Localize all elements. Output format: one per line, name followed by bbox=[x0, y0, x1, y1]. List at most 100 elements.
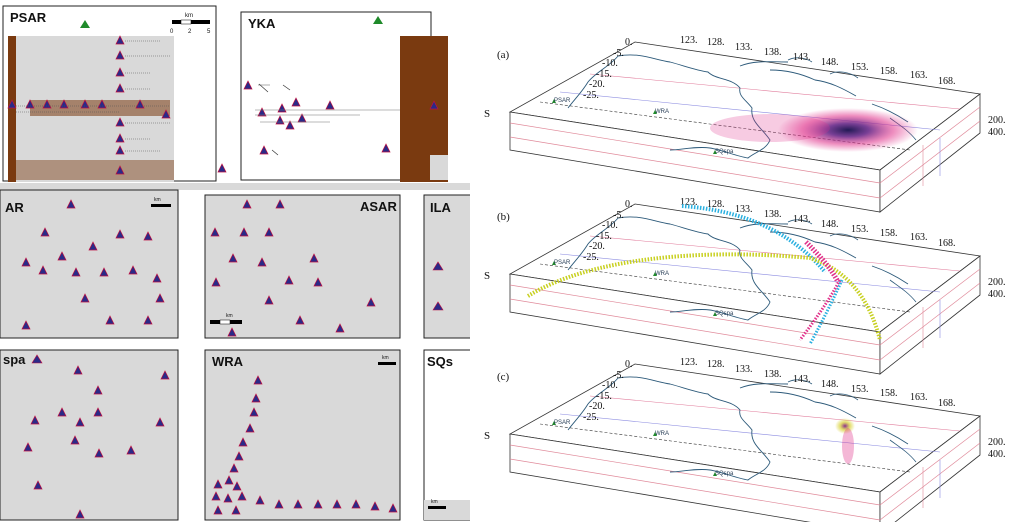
wra-station bbox=[293, 499, 303, 509]
station-marker bbox=[552, 421, 556, 425]
asar-stations bbox=[210, 199, 376, 337]
panel-b: 123. 128. 133. 138. 143. 148. 153. 158. 163. 168.… bbox=[484, 197, 1006, 375]
asar-partial-station bbox=[71, 267, 81, 277]
ila-label: ILA bbox=[430, 200, 452, 215]
svg-text:km: km bbox=[431, 499, 438, 505]
asar-station bbox=[242, 199, 252, 209]
wra-station bbox=[251, 393, 261, 403]
wra-station bbox=[332, 499, 342, 509]
station-label: SQspa bbox=[715, 149, 734, 155]
lon-tick-label: 168. bbox=[938, 398, 956, 409]
sqspa-station bbox=[126, 445, 136, 455]
psar-station bbox=[115, 83, 125, 93]
sqspa-station bbox=[155, 417, 165, 427]
lon-tick-label: 123. bbox=[680, 35, 698, 46]
lon-tick-label: 163. bbox=[910, 232, 928, 243]
asar-map: ASAR km bbox=[204, 194, 401, 339]
wra-station bbox=[313, 499, 323, 509]
yka-station bbox=[285, 120, 295, 130]
lon-tick-label: 133. bbox=[735, 364, 753, 375]
psar-stations bbox=[7, 35, 227, 175]
yellow-arc bbox=[526, 252, 882, 341]
lat-tick-label: -25. bbox=[583, 90, 599, 101]
asar-partial-map: AR km bbox=[0, 189, 179, 339]
asar-partial-station bbox=[88, 241, 98, 251]
asar-station bbox=[264, 295, 274, 305]
wra-station bbox=[351, 499, 361, 509]
station-label: SQspa bbox=[715, 311, 734, 317]
wra-station bbox=[245, 423, 255, 433]
energy-blob bbox=[778, 108, 918, 152]
lat-hemisphere-label: S bbox=[484, 430, 490, 442]
svg-text:km: km bbox=[185, 13, 193, 19]
sqspa-station bbox=[57, 407, 67, 417]
lat-tick-label: -25. bbox=[583, 412, 599, 423]
lon-tick-label: 153. bbox=[851, 62, 869, 73]
lon-tick-label: 148. bbox=[821, 219, 839, 230]
array-maps-panel: PSAR km 0 2 5 YKA AR km A bbox=[0, 0, 470, 522]
sqs-map: SQs km bbox=[423, 349, 470, 521]
lon-tick-label: 168. bbox=[938, 76, 956, 87]
lon-tick-label: 123. bbox=[680, 357, 698, 368]
wra-station bbox=[388, 503, 398, 513]
coastline bbox=[567, 216, 909, 321]
asar-partial-station bbox=[155, 293, 165, 303]
yka-station bbox=[291, 97, 301, 107]
depth-tick-label: 400. bbox=[988, 289, 1006, 300]
energy-blob bbox=[835, 418, 855, 434]
psar-station bbox=[115, 67, 125, 77]
lon-tick-label: 128. bbox=[707, 37, 725, 48]
asar-partial-station bbox=[21, 257, 31, 267]
station-marker bbox=[653, 272, 657, 276]
sqspa-partial-map: spa bbox=[0, 349, 179, 521]
asar-label: ASAR bbox=[360, 199, 397, 214]
wra-map: WRA km bbox=[204, 349, 401, 521]
lon-tick-label: 138. bbox=[764, 369, 782, 380]
asar-station bbox=[210, 227, 220, 237]
lon-tick-label: 143. bbox=[793, 374, 811, 385]
small-scalebar-1: km bbox=[151, 197, 171, 207]
asar-station bbox=[228, 253, 238, 263]
station-label: WRA bbox=[655, 271, 669, 277]
asar-station bbox=[295, 315, 305, 325]
asar-partial-station bbox=[152, 273, 162, 283]
svg-text:km: km bbox=[154, 197, 161, 203]
lon-tick-label: 128. bbox=[707, 359, 725, 370]
asar-partial-station bbox=[66, 199, 76, 209]
panel-label: (b) bbox=[497, 211, 510, 223]
depth-tick-label: 200. bbox=[988, 277, 1006, 288]
lat-tick-label: -15. bbox=[596, 69, 612, 80]
psar-brown-strip bbox=[8, 36, 16, 182]
asar-station bbox=[257, 257, 267, 267]
lon-tick-label: 138. bbox=[764, 209, 782, 220]
lon-tick-label: 153. bbox=[851, 384, 869, 395]
station-label: SQspa bbox=[715, 471, 734, 477]
asar-scalebar: km bbox=[210, 313, 242, 325]
depth-tick-label: 400. bbox=[988, 127, 1006, 138]
sqspa-station bbox=[73, 365, 83, 375]
wra-station bbox=[274, 499, 284, 509]
wra-station bbox=[370, 501, 380, 511]
psar-label: PSAR bbox=[10, 10, 47, 25]
asar-partial-station bbox=[115, 229, 125, 239]
station-label: WRA bbox=[655, 431, 669, 437]
yka-station bbox=[381, 143, 391, 153]
depth-tick-label: 200. bbox=[988, 437, 1006, 448]
sqspa-station bbox=[23, 442, 33, 452]
ila-map: ILA bbox=[423, 194, 470, 339]
wra-station bbox=[229, 463, 239, 473]
asar-station bbox=[335, 323, 345, 333]
sqs-label: SQs bbox=[427, 354, 453, 369]
lat-tick-label: -20. bbox=[589, 241, 605, 252]
lon-tick-label: 128. bbox=[707, 199, 725, 210]
wra-station bbox=[234, 451, 244, 461]
psar-station bbox=[115, 133, 125, 143]
lat-tick-label: -10. bbox=[602, 220, 618, 231]
station-label: PSAR bbox=[554, 420, 571, 426]
wra-station bbox=[211, 491, 221, 501]
coastline bbox=[567, 376, 909, 481]
lat-tick-label: -10. bbox=[602, 380, 618, 391]
lat-tick-label: -25. bbox=[583, 252, 599, 263]
asar-partial-stations bbox=[21, 199, 165, 330]
asar-partial-station bbox=[143, 231, 153, 241]
